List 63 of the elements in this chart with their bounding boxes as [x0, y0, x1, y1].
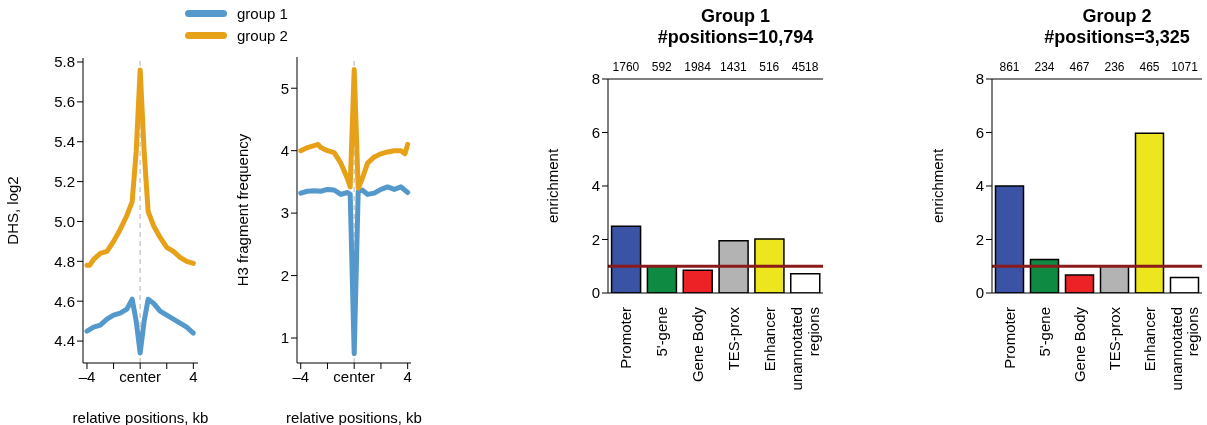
x-tick-label: Enhancer	[1140, 307, 1158, 372]
x-tick-label: Promoter	[617, 307, 635, 369]
y-tick-label: 4.6	[54, 292, 75, 310]
text: 592	[651, 60, 673, 74]
y-tick-label: 5	[280, 79, 289, 97]
x-tick-label: Gene Body	[1070, 306, 1088, 383]
y-tick-label: 5.6	[54, 93, 75, 111]
text: 1071	[1171, 60, 1199, 74]
x-tick-label: –4	[292, 367, 310, 385]
chart-subtitle: #positions=10,794	[656, 27, 815, 48]
legend-label: group 1	[237, 4, 288, 22]
text: 236	[1104, 60, 1125, 74]
text: 234	[1034, 60, 1055, 74]
y-tick-label: 3	[280, 204, 289, 222]
y-tick-label: 4.4	[54, 332, 75, 350]
y-tick-label: 2	[591, 230, 600, 248]
x-tick-label: center	[119, 367, 162, 385]
x-tick-label: 5'-gene	[653, 307, 670, 357]
x-tick-label: TES-prox	[1105, 306, 1123, 371]
text: 4518	[791, 60, 819, 74]
chart-title: Group 1	[700, 6, 771, 27]
y-axis-title: enrichment	[543, 148, 561, 224]
y-tick-label: 8	[591, 70, 600, 88]
x-tick-label: 4	[403, 367, 412, 385]
x-tick-label: unannotated regions	[788, 307, 822, 391]
y-axis-title: DHS, log2	[3, 176, 21, 245]
y-tick-label: 6	[975, 123, 984, 141]
y-tick-label: 5.8	[54, 53, 75, 71]
chart-subtitle: #positions=3,325	[1043, 27, 1191, 48]
legend-label: group 2	[237, 26, 288, 44]
y-tick-label: 5.2	[54, 172, 75, 190]
y-tick-label: 4	[975, 177, 984, 195]
y-tick-label: 0	[591, 284, 600, 302]
y-axis-title: H3 fragment frequency	[233, 133, 251, 287]
y-tick-label: 4	[280, 142, 289, 159]
x-tick-label: Enhancer	[760, 307, 778, 372]
x-tick-label: TES-prox	[724, 306, 742, 371]
x-tick-label: 5'-gene	[1035, 307, 1053, 357]
text: 1431	[720, 60, 748, 74]
y-axis-title: enrichment	[928, 148, 946, 224]
x-tick-label: unannotated regions	[1167, 307, 1201, 391]
chart-title: Group 2	[1081, 6, 1153, 27]
y-tick-label: 4.8	[54, 252, 75, 270]
y-tick-label: 8	[975, 70, 984, 88]
y-tick-label: 5.0	[54, 212, 75, 230]
x-tick-label: center	[333, 367, 376, 385]
x-tick-label: Promoter	[1000, 307, 1018, 369]
x-tick-label: 4	[189, 367, 198, 385]
x-tick-label: –4	[78, 367, 96, 385]
text: 861	[999, 60, 1020, 74]
text: 467	[1069, 60, 1090, 74]
y-tick-label: 1	[280, 329, 289, 347]
y-tick-label: 5.4	[54, 133, 75, 151]
y-tick-label: 0	[975, 284, 984, 302]
x-tick-label: Gene Body	[688, 306, 706, 383]
text: 516	[759, 60, 780, 74]
y-tick-label: 6	[591, 123, 600, 141]
text: 1984	[684, 60, 712, 74]
text: 465	[1139, 60, 1160, 74]
y-tick-label: 2	[975, 230, 984, 248]
text: 1760	[612, 60, 640, 74]
y-tick-label: 2	[280, 266, 289, 284]
y-tick-label: 4	[591, 177, 600, 195]
